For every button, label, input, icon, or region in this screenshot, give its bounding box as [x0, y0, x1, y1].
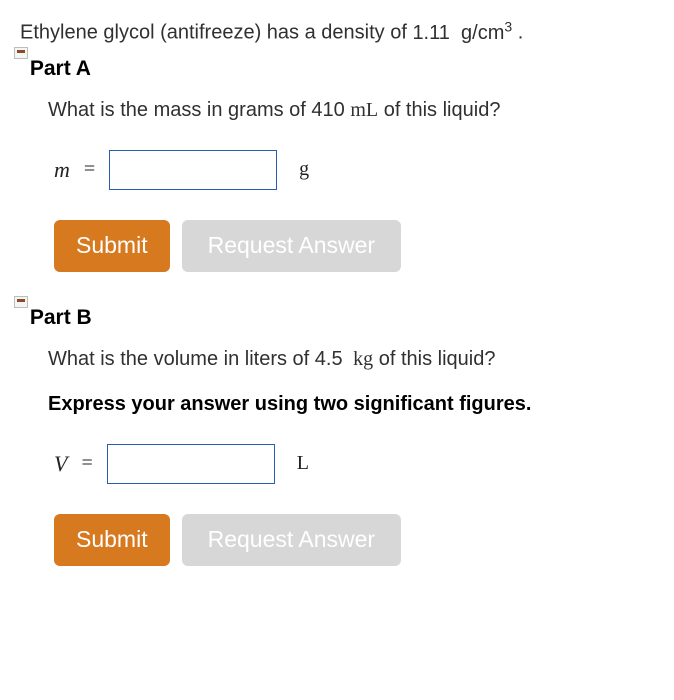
part-a-q-prefix: What is the mass in grams of: [48, 99, 311, 121]
part-a-body: What is the mass in grams of 410 mL of t…: [20, 99, 654, 272]
part-b-answer-row: V = L: [48, 444, 654, 484]
part-a-answer-row: m = g: [48, 150, 654, 190]
flag-icon[interactable]: [14, 47, 28, 59]
equals-sign: =: [84, 158, 95, 181]
part-b-header: Part B: [20, 306, 654, 330]
part-b-body: What is the volume in liters of 4.5 kg o…: [20, 348, 654, 566]
problem-statement: Ethylene glycol (antifreeze) has a densi…: [20, 18, 654, 45]
part-a-unit: g: [291, 158, 309, 181]
part-a-button-row: Submit Request Answer: [48, 220, 654, 272]
density-unit-base: g/cm: [461, 22, 504, 44]
equals-sign: =: [81, 452, 92, 475]
part-b-unit: L: [289, 452, 309, 475]
part-b-variable: V: [54, 451, 67, 477]
submit-button[interactable]: Submit: [54, 514, 170, 566]
problem-prefix: Ethylene glycol (antifreeze) has a densi…: [20, 22, 412, 44]
problem-suffix: .: [518, 22, 524, 44]
part-b-q-prefix: What is the volume in liters of: [48, 348, 315, 370]
request-answer-button[interactable]: Request Answer: [182, 514, 401, 566]
part-a-header: Part A: [20, 57, 654, 81]
part-a-q-unit: mL: [350, 99, 378, 121]
part-b-instruction: Express your answer using two significan…: [48, 393, 654, 416]
flag-icon[interactable]: [14, 296, 28, 308]
density-value: 1.11: [412, 22, 449, 44]
part-a-title: Part A: [30, 57, 91, 80]
request-answer-button[interactable]: Request Answer: [182, 220, 401, 272]
part-b-title: Part B: [30, 306, 92, 329]
density-unit-exp: 3: [504, 18, 512, 34]
part-b-button-row: Submit Request Answer: [48, 514, 654, 566]
part-b-q-suffix: of this liquid?: [373, 348, 495, 370]
part-a-variable: m: [54, 157, 70, 183]
part-b-question: What is the volume in liters of 4.5 kg o…: [48, 348, 654, 371]
part-a-question: What is the mass in grams of 410 mL of t…: [48, 99, 654, 122]
part-a-answer-input[interactable]: [109, 150, 277, 190]
part-b-answer-input[interactable]: [107, 444, 275, 484]
part-a-q-value: 410: [311, 99, 344, 121]
part-a-q-suffix: of this liquid?: [378, 99, 500, 121]
part-b-q-value: 4.5: [315, 348, 343, 370]
submit-button[interactable]: Submit: [54, 220, 170, 272]
part-b-q-unit: kg: [353, 348, 373, 370]
